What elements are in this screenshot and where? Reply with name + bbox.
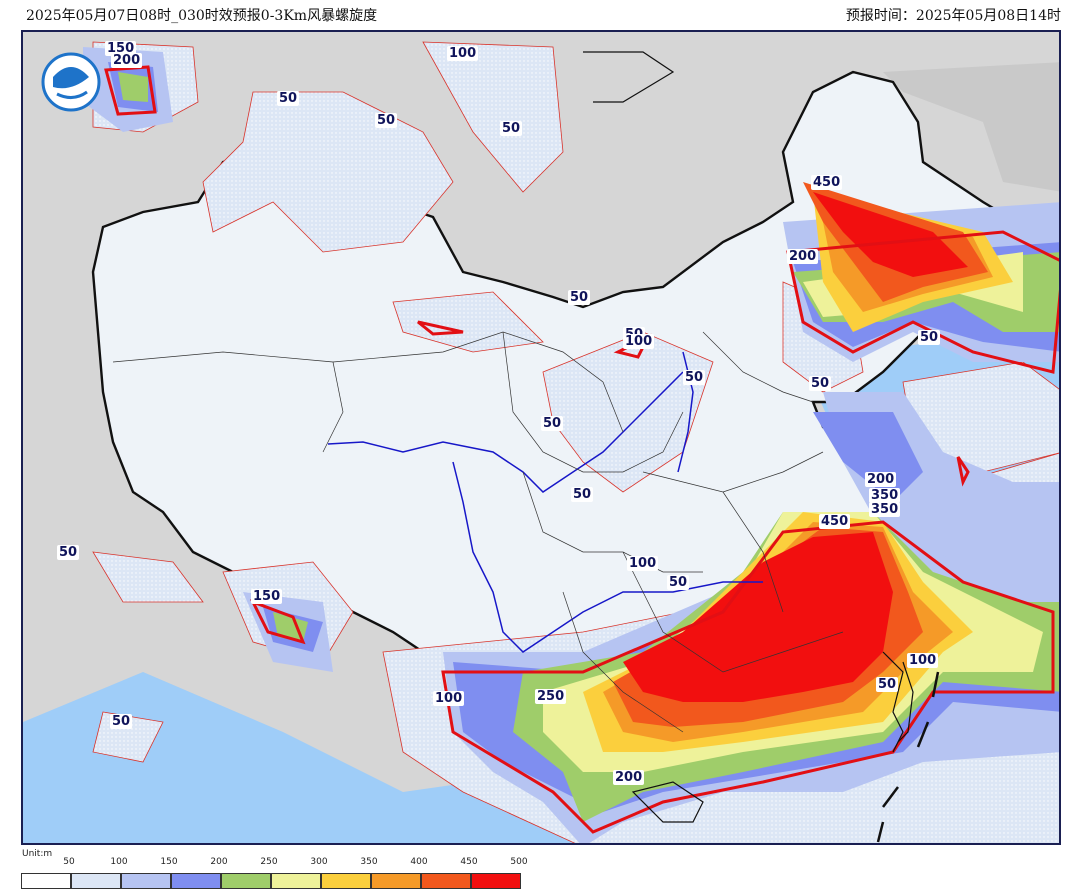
ocean-south: [23, 672, 581, 843]
legend-swatch: [121, 873, 171, 889]
land-north-east: [883, 62, 1059, 192]
contour-label: 150: [251, 589, 283, 604]
helicity-500-core: [623, 192, 968, 702]
contour-label: 200: [865, 472, 897, 487]
contour-label: 50: [876, 677, 899, 692]
contour-label: 450: [811, 175, 843, 190]
contour-label: 50: [541, 416, 564, 431]
legend-swatch: [421, 873, 471, 889]
contour-label: 50: [277, 91, 300, 106]
map-canvas: [23, 32, 1059, 843]
contour-label: 200: [111, 53, 143, 68]
contour-label: 100: [623, 334, 655, 349]
sea-boundary-dashes: [876, 671, 940, 843]
legend-tick-label: 100: [110, 857, 128, 867]
legend-tick-label: 200: [210, 857, 228, 867]
legend-swatch: [221, 873, 271, 889]
map-title: 2025年05月07日08时_030时效预报0-3Km风暴螺旋度: [26, 8, 378, 24]
contour-label: 450: [819, 514, 851, 529]
contour-label: 200: [613, 770, 645, 785]
contour-label: 50: [809, 376, 832, 391]
weather-agency-logo: [41, 52, 101, 112]
legend-swatch: [321, 873, 371, 889]
legend-swatch: [371, 873, 421, 889]
legend-swatch: [71, 873, 121, 889]
contour-label: 100: [433, 691, 465, 706]
contour-label: 100: [627, 556, 659, 571]
contour-label: 50: [500, 121, 523, 136]
legend-tick-label: 350: [360, 857, 378, 867]
contour-label: 50: [667, 575, 690, 590]
legend-swatch: [471, 873, 521, 889]
contour-label: 50: [110, 714, 133, 729]
legend-tick-label: 500: [510, 857, 528, 867]
legend-tick-label: 250: [260, 857, 278, 867]
legend-tick-label: 400: [410, 857, 428, 867]
legend-tick-label: 150: [160, 857, 178, 867]
contour-label: 50: [918, 330, 941, 345]
contour-label: 250: [535, 689, 567, 704]
legend-tick-label: 450: [460, 857, 478, 867]
province-borders: [112, 331, 844, 733]
legend-tick-label: 50: [63, 857, 75, 867]
forecast-time: 预报时间：2025年05月08日14时: [845, 8, 1061, 24]
legend-swatch: [21, 873, 71, 889]
legend-unit: Unit:m: [22, 849, 53, 859]
legend-tick-label: 300: [310, 857, 328, 867]
contour-label: 50: [571, 487, 594, 502]
contour-label: 350: [869, 502, 901, 517]
contour-label: 200: [787, 249, 819, 264]
contour-label: 50: [375, 113, 398, 128]
contour-label: 50: [568, 290, 591, 305]
legend-swatch: [171, 873, 221, 889]
contour-label: 50: [683, 370, 706, 385]
contour-label: 150: [105, 41, 137, 56]
legend-swatch: [271, 873, 321, 889]
contour-label: 100: [907, 653, 939, 668]
contour-label: 350: [869, 488, 901, 503]
coastlines: [583, 51, 914, 823]
forecast-map: 150 200 100 50 50 50 450 200 50 50 100 5…: [21, 30, 1061, 845]
contour-label: 50: [57, 545, 80, 560]
contour-label: 100: [447, 46, 479, 61]
